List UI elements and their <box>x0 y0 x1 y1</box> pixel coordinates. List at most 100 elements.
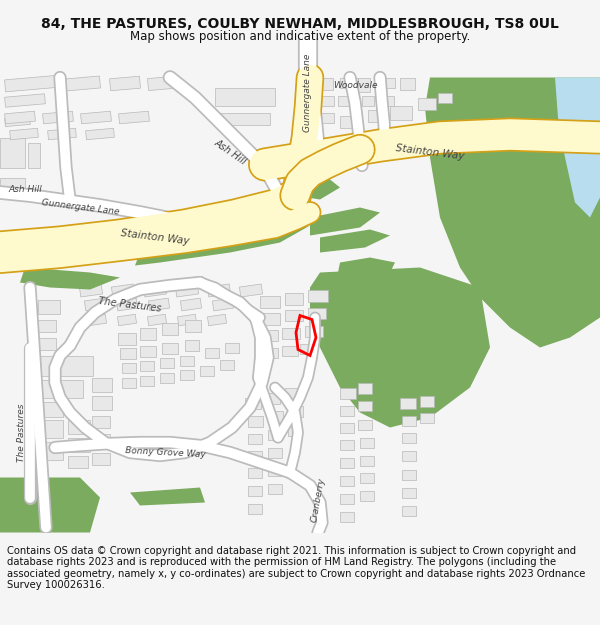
Bar <box>47 128 76 140</box>
Bar <box>181 298 202 311</box>
Bar <box>262 348 278 358</box>
Bar <box>215 88 275 106</box>
Bar <box>68 456 88 468</box>
Bar <box>140 376 154 386</box>
Bar <box>248 451 262 461</box>
Bar <box>360 472 374 482</box>
Bar <box>308 289 328 301</box>
Bar <box>160 372 174 382</box>
Bar <box>120 348 136 359</box>
Bar <box>38 419 63 437</box>
Bar <box>308 308 326 319</box>
Bar <box>118 332 136 344</box>
Bar <box>220 359 234 369</box>
Bar <box>88 314 107 326</box>
Bar <box>116 298 137 311</box>
Bar <box>375 78 395 88</box>
Bar <box>360 491 374 501</box>
Bar <box>360 456 374 466</box>
Bar <box>285 292 303 304</box>
Bar <box>265 392 280 404</box>
Polygon shape <box>425 78 600 348</box>
Bar <box>92 378 112 391</box>
Bar <box>205 348 219 358</box>
Bar <box>185 319 201 331</box>
Polygon shape <box>130 196 310 248</box>
Bar <box>340 116 360 128</box>
Bar <box>148 298 170 311</box>
Bar <box>68 438 90 451</box>
Bar <box>268 484 282 494</box>
Bar <box>318 78 333 89</box>
Bar <box>338 96 356 106</box>
Text: Ash Hill: Ash Hill <box>8 185 42 194</box>
Bar <box>260 296 280 308</box>
Polygon shape <box>0 478 100 532</box>
Bar <box>92 396 112 409</box>
Bar <box>118 314 137 326</box>
Text: Bonny Grove Way: Bonny Grove Way <box>125 446 205 459</box>
Bar <box>378 96 394 106</box>
Bar <box>38 338 56 349</box>
Bar <box>5 111 35 124</box>
Text: Gunnergate Lane: Gunnergate Lane <box>41 198 119 217</box>
Bar <box>119 111 149 124</box>
Bar <box>143 284 167 297</box>
Bar <box>358 78 370 91</box>
Bar <box>282 328 300 339</box>
Bar <box>340 388 356 399</box>
Text: Cranberry: Cranberry <box>310 476 326 522</box>
Bar <box>148 76 173 91</box>
Bar <box>320 96 334 106</box>
Bar <box>340 439 354 449</box>
Polygon shape <box>295 176 340 199</box>
Bar <box>140 346 156 356</box>
Polygon shape <box>310 208 380 236</box>
Bar <box>358 382 372 394</box>
Bar <box>65 76 100 91</box>
Bar <box>248 416 263 426</box>
Bar <box>38 299 60 314</box>
Bar <box>92 452 110 464</box>
Bar <box>262 312 280 324</box>
Bar <box>5 94 46 108</box>
Bar <box>122 362 136 372</box>
Text: Gunnergate Lane: Gunnergate Lane <box>302 53 311 132</box>
Bar <box>162 342 178 354</box>
Bar <box>180 369 194 379</box>
Bar <box>400 78 415 89</box>
Polygon shape <box>135 226 310 266</box>
Bar <box>5 116 31 127</box>
Bar <box>38 401 63 416</box>
Bar <box>160 357 174 367</box>
Bar <box>402 451 416 461</box>
Bar <box>248 504 262 514</box>
Bar <box>340 422 354 432</box>
Bar <box>340 78 358 88</box>
Polygon shape <box>130 488 205 506</box>
Bar <box>358 419 372 429</box>
Polygon shape <box>320 229 390 253</box>
Bar <box>268 411 283 421</box>
Bar <box>38 356 93 376</box>
Text: Contains OS data © Crown copyright and database right 2021. This information is : Contains OS data © Crown copyright and d… <box>7 546 586 591</box>
Bar <box>362 96 374 106</box>
Bar <box>43 111 73 124</box>
Bar <box>340 406 354 416</box>
Bar <box>162 322 178 334</box>
Bar <box>288 426 302 436</box>
Polygon shape <box>265 132 440 182</box>
Bar <box>215 112 270 124</box>
Bar <box>0 177 25 192</box>
Bar <box>5 75 61 92</box>
Bar <box>110 76 140 91</box>
Bar <box>148 314 167 326</box>
Bar <box>268 429 282 439</box>
Bar <box>300 344 316 354</box>
Bar <box>68 419 90 434</box>
Bar <box>200 366 214 376</box>
Bar <box>80 111 112 124</box>
Bar <box>340 511 354 521</box>
Bar <box>92 416 110 428</box>
Bar <box>268 466 282 476</box>
